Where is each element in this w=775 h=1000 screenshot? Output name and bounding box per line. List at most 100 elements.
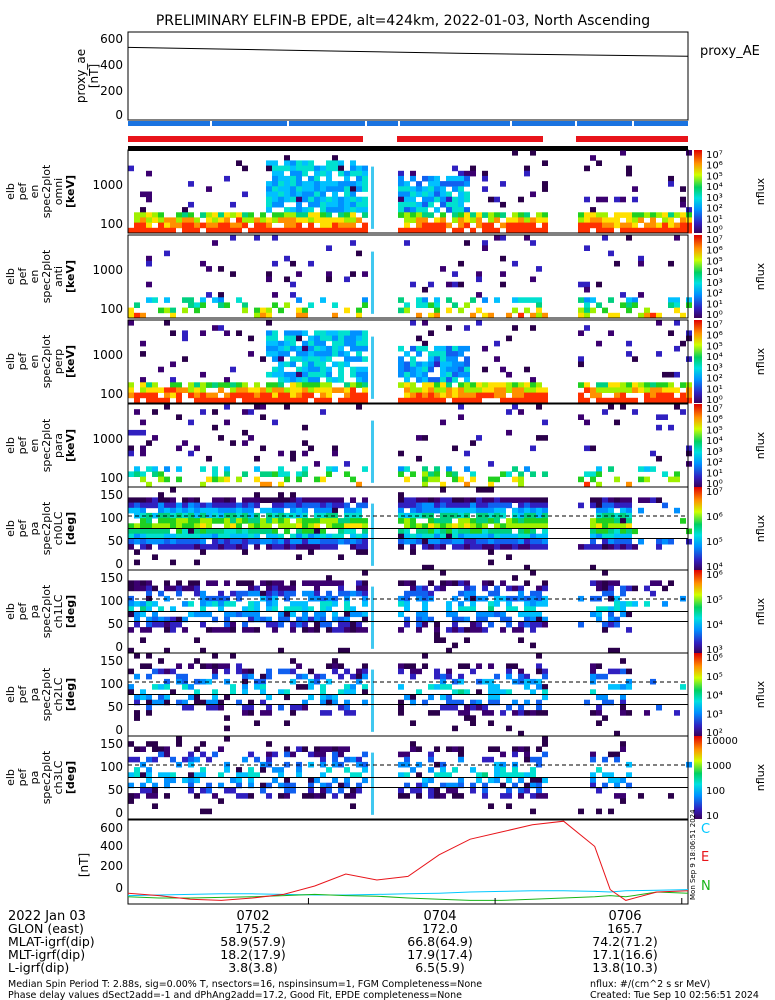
spectrogram-cell	[494, 694, 500, 701]
spectrogram-cell	[152, 217, 158, 223]
spectrogram-cell	[188, 302, 194, 308]
x-row-label: MLAT-igrf(dip)	[8, 934, 95, 949]
spectrogram-cell	[194, 658, 200, 664]
spectrogram-cell	[152, 471, 158, 477]
spectrogram-cell	[212, 240, 218, 246]
spectrogram-cell	[512, 663, 518, 669]
spectrogram-cell	[308, 580, 314, 586]
proxy-ae-ylabel-line: [nT]	[87, 64, 101, 88]
spectrogram-cell	[626, 497, 632, 503]
spectrogram-cell	[530, 538, 536, 545]
spectrogram-cell	[614, 782, 620, 789]
spectrogram-cell	[596, 694, 602, 701]
field-legend-e: E	[701, 850, 709, 865]
spectrogram-cell	[596, 340, 602, 347]
spectrogram-cell	[662, 538, 668, 545]
spectrogram-cell	[350, 371, 356, 378]
spectrogram-cell	[242, 793, 248, 799]
spectrogram-cell	[146, 212, 152, 218]
spectrogram-cell	[170, 502, 176, 509]
spectrogram-cell	[602, 502, 608, 509]
spectrogram-cell	[446, 351, 452, 357]
spectrogram-cell	[362, 466, 368, 472]
spectrogram-cell	[590, 533, 596, 540]
spectrogram-cell	[152, 746, 158, 752]
spectrogram-cell	[686, 335, 692, 342]
spectrogram-cell	[578, 397, 584, 404]
spectrogram-cell	[320, 512, 326, 519]
colorbar	[694, 320, 702, 403]
spectrogram-cell	[410, 371, 416, 378]
spectrogram-cell	[176, 466, 182, 472]
spectrogram-cell	[248, 704, 254, 711]
spectrogram-cell	[596, 663, 602, 669]
spectrogram-cell	[308, 533, 314, 540]
spectrogram-cell	[254, 518, 260, 524]
spectrogram-cell	[302, 186, 308, 192]
spectrogram-cell	[470, 227, 476, 234]
spectrogram-cell	[452, 704, 458, 711]
spectrogram-cell	[188, 387, 194, 393]
spectrogram-cell	[170, 668, 176, 675]
spectrogram-cell	[500, 387, 506, 393]
spectrogram-cell	[326, 201, 332, 208]
spectrogram-cell	[680, 186, 686, 192]
spectrogram-cell	[146, 585, 152, 592]
spectrogram-cell	[344, 387, 350, 393]
spectrogram-cell	[434, 528, 440, 535]
spectrogram-cell	[350, 397, 356, 404]
spectrogram-cell	[464, 387, 470, 393]
spectrogram-cell	[434, 523, 440, 529]
spectrogram-cell	[128, 533, 134, 540]
spectrogram-cell	[308, 387, 314, 393]
spectrogram-cell	[398, 611, 404, 618]
spectrogram-cell	[680, 222, 686, 229]
spectrogram-cell	[308, 217, 314, 223]
spectrogram-ylabel-line: spec2plot	[40, 584, 53, 638]
spectrogram-cell	[422, 212, 428, 218]
spectrogram-cell	[308, 497, 314, 503]
spectrogram-cell	[278, 212, 284, 218]
spectrogram-cell	[518, 502, 524, 509]
spectrogram-cell	[314, 361, 320, 368]
spectrogram-cell	[182, 212, 188, 218]
spectrogram-cell	[452, 271, 458, 277]
spectrogram-cell	[398, 544, 404, 550]
spectrogram-cell	[518, 392, 524, 399]
spectrogram-cell	[362, 222, 368, 229]
spectrogram-cell	[164, 793, 170, 799]
spectrogram-cell	[422, 297, 428, 303]
spectrogram-cell	[284, 222, 290, 229]
spectrogram-cell	[272, 590, 278, 597]
spectrogram-cell	[542, 710, 548, 716]
spectrogram-cell	[416, 782, 422, 789]
spectrogram-cell	[464, 544, 470, 550]
spectrogram-cell	[290, 212, 296, 218]
spectrogram-cell	[518, 627, 524, 633]
spectrogram-cell	[398, 580, 404, 586]
spectrogram-cell	[428, 497, 434, 503]
spectrogram-cell	[206, 580, 212, 586]
spectrogram-cell	[602, 212, 608, 218]
spectrogram-cell	[260, 227, 266, 234]
spectrogram-cell	[266, 186, 272, 192]
colorbar-tick: 10⁴	[706, 562, 723, 573]
spectrogram-cell	[194, 756, 200, 763]
spectrogram-cell	[584, 312, 590, 319]
spectrogram-cell	[128, 392, 134, 399]
spectrogram-cell	[596, 397, 602, 404]
spectrogram-cell	[242, 678, 248, 685]
spectrogram-cell	[230, 689, 236, 695]
spectrogram-cell	[200, 538, 206, 545]
spectrogram-cell	[338, 340, 344, 347]
spectrogram-cell	[452, 201, 458, 208]
spectrogram-cell	[428, 518, 434, 524]
spectrogram-cell	[638, 538, 644, 545]
spectrogram-cell	[602, 533, 608, 540]
spectrogram-cell	[590, 445, 596, 452]
spectrogram-cell	[164, 502, 170, 509]
spectrogram-cell	[290, 533, 296, 540]
spectrogram-cell	[410, 382, 416, 388]
spectrogram-cell	[518, 227, 524, 234]
spectrogram-cell	[224, 725, 230, 732]
